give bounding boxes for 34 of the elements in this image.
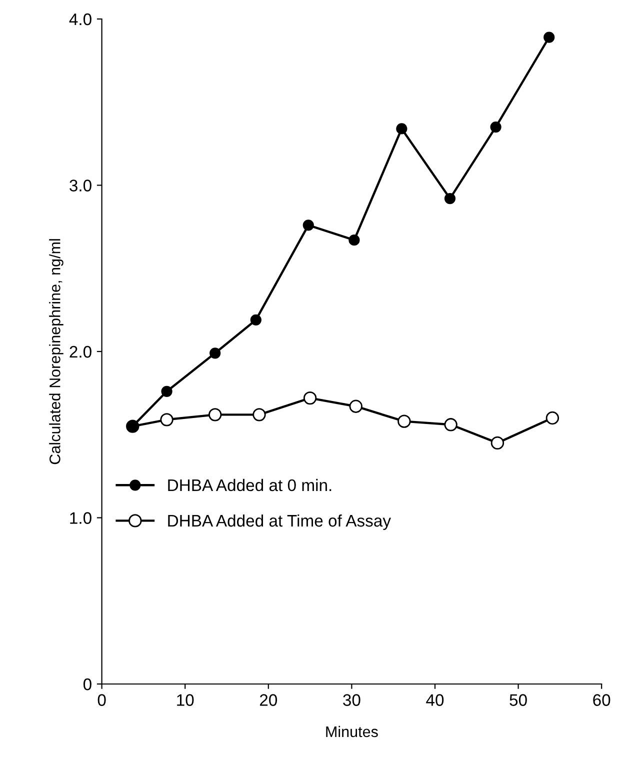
x-tick-label: 0 <box>98 694 106 706</box>
x-tick-label: 20 <box>260 694 278 706</box>
point <box>348 234 360 246</box>
y-tick-label: 2.0 <box>70 346 92 358</box>
point <box>160 413 174 426</box>
y-tick-label: 0 <box>83 678 92 690</box>
legend-label: DHBA Added at Time of Assay <box>168 514 391 530</box>
point <box>444 418 458 432</box>
x-tick-label: 10 <box>177 694 194 706</box>
x-tick-label: 60 <box>593 694 610 706</box>
point <box>546 411 560 425</box>
point <box>210 348 221 359</box>
point <box>490 122 502 133</box>
point <box>444 192 456 204</box>
point <box>302 220 314 231</box>
point <box>250 314 262 326</box>
point <box>161 386 172 397</box>
point <box>303 391 317 405</box>
y-axis-title: Calculated Norepinephrine, ng/ml <box>49 239 64 464</box>
point <box>208 408 222 422</box>
point <box>398 414 411 428</box>
point <box>396 123 408 134</box>
point <box>544 32 555 43</box>
x-tick-label: 50 <box>510 694 527 706</box>
x-tick-label: 30 <box>343 694 360 706</box>
y-tick-label: 4.0 <box>69 13 92 26</box>
point <box>349 400 362 413</box>
y-tick-label: 1.0 <box>70 512 92 524</box>
point <box>252 408 266 422</box>
x-axis-title: Minutes <box>326 726 378 738</box>
point <box>490 436 504 450</box>
x-tick-label: 40 <box>426 694 444 706</box>
legend-label: DHBA Added at 0 min. <box>168 478 332 492</box>
y-tick-label: 3.0 <box>70 180 92 192</box>
